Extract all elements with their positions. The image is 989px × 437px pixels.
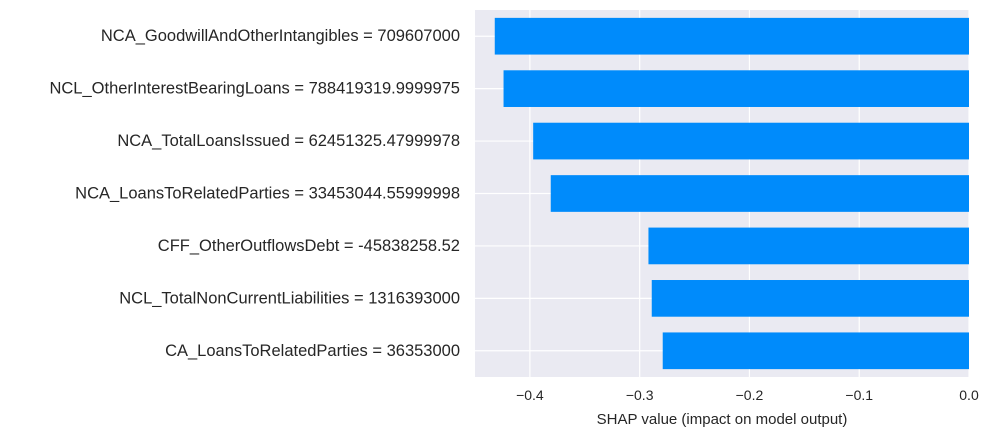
category-label: NCA_GoodwillAndOtherIntangibles = 709607…: [101, 27, 460, 45]
x-tick-label: −0.4: [516, 387, 544, 403]
bar: [662, 332, 969, 370]
x-tick-label: −0.1: [845, 387, 873, 403]
x-tick-label: −0.3: [626, 387, 654, 403]
x-axis-title: SHAP value (impact on model output): [597, 411, 848, 428]
category-label: CFF_OtherOutflowsDebt = -45838258.52: [158, 237, 460, 255]
x-tick-label: 0.0: [959, 387, 979, 403]
bar: [494, 17, 969, 55]
bar: [648, 227, 969, 265]
x-tick-labels: −0.4 −0.3 −0.2 −0.1 0.0: [516, 387, 979, 403]
category-label: NCA_TotalLoansIssued = 62451325.47999978: [117, 132, 460, 150]
bars: [494, 17, 969, 370]
bar: [503, 70, 969, 107]
bar: [651, 280, 969, 317]
bar: [533, 122, 969, 160]
category-label: NCL_OtherInterestBearingLoans = 78841931…: [49, 80, 460, 98]
category-label: NCL_TotalNonCurrentLiabilities = 1316393…: [119, 289, 460, 307]
category-label: CA_LoansToRelatedParties = 36353000: [165, 342, 460, 360]
bar: [550, 175, 969, 212]
x-tick-label: −0.2: [736, 387, 764, 403]
category-label: NCA_LoansToRelatedParties = 33453044.559…: [75, 185, 460, 203]
category-labels: NCA_GoodwillAndOtherIntangibles = 709607…: [49, 27, 460, 360]
